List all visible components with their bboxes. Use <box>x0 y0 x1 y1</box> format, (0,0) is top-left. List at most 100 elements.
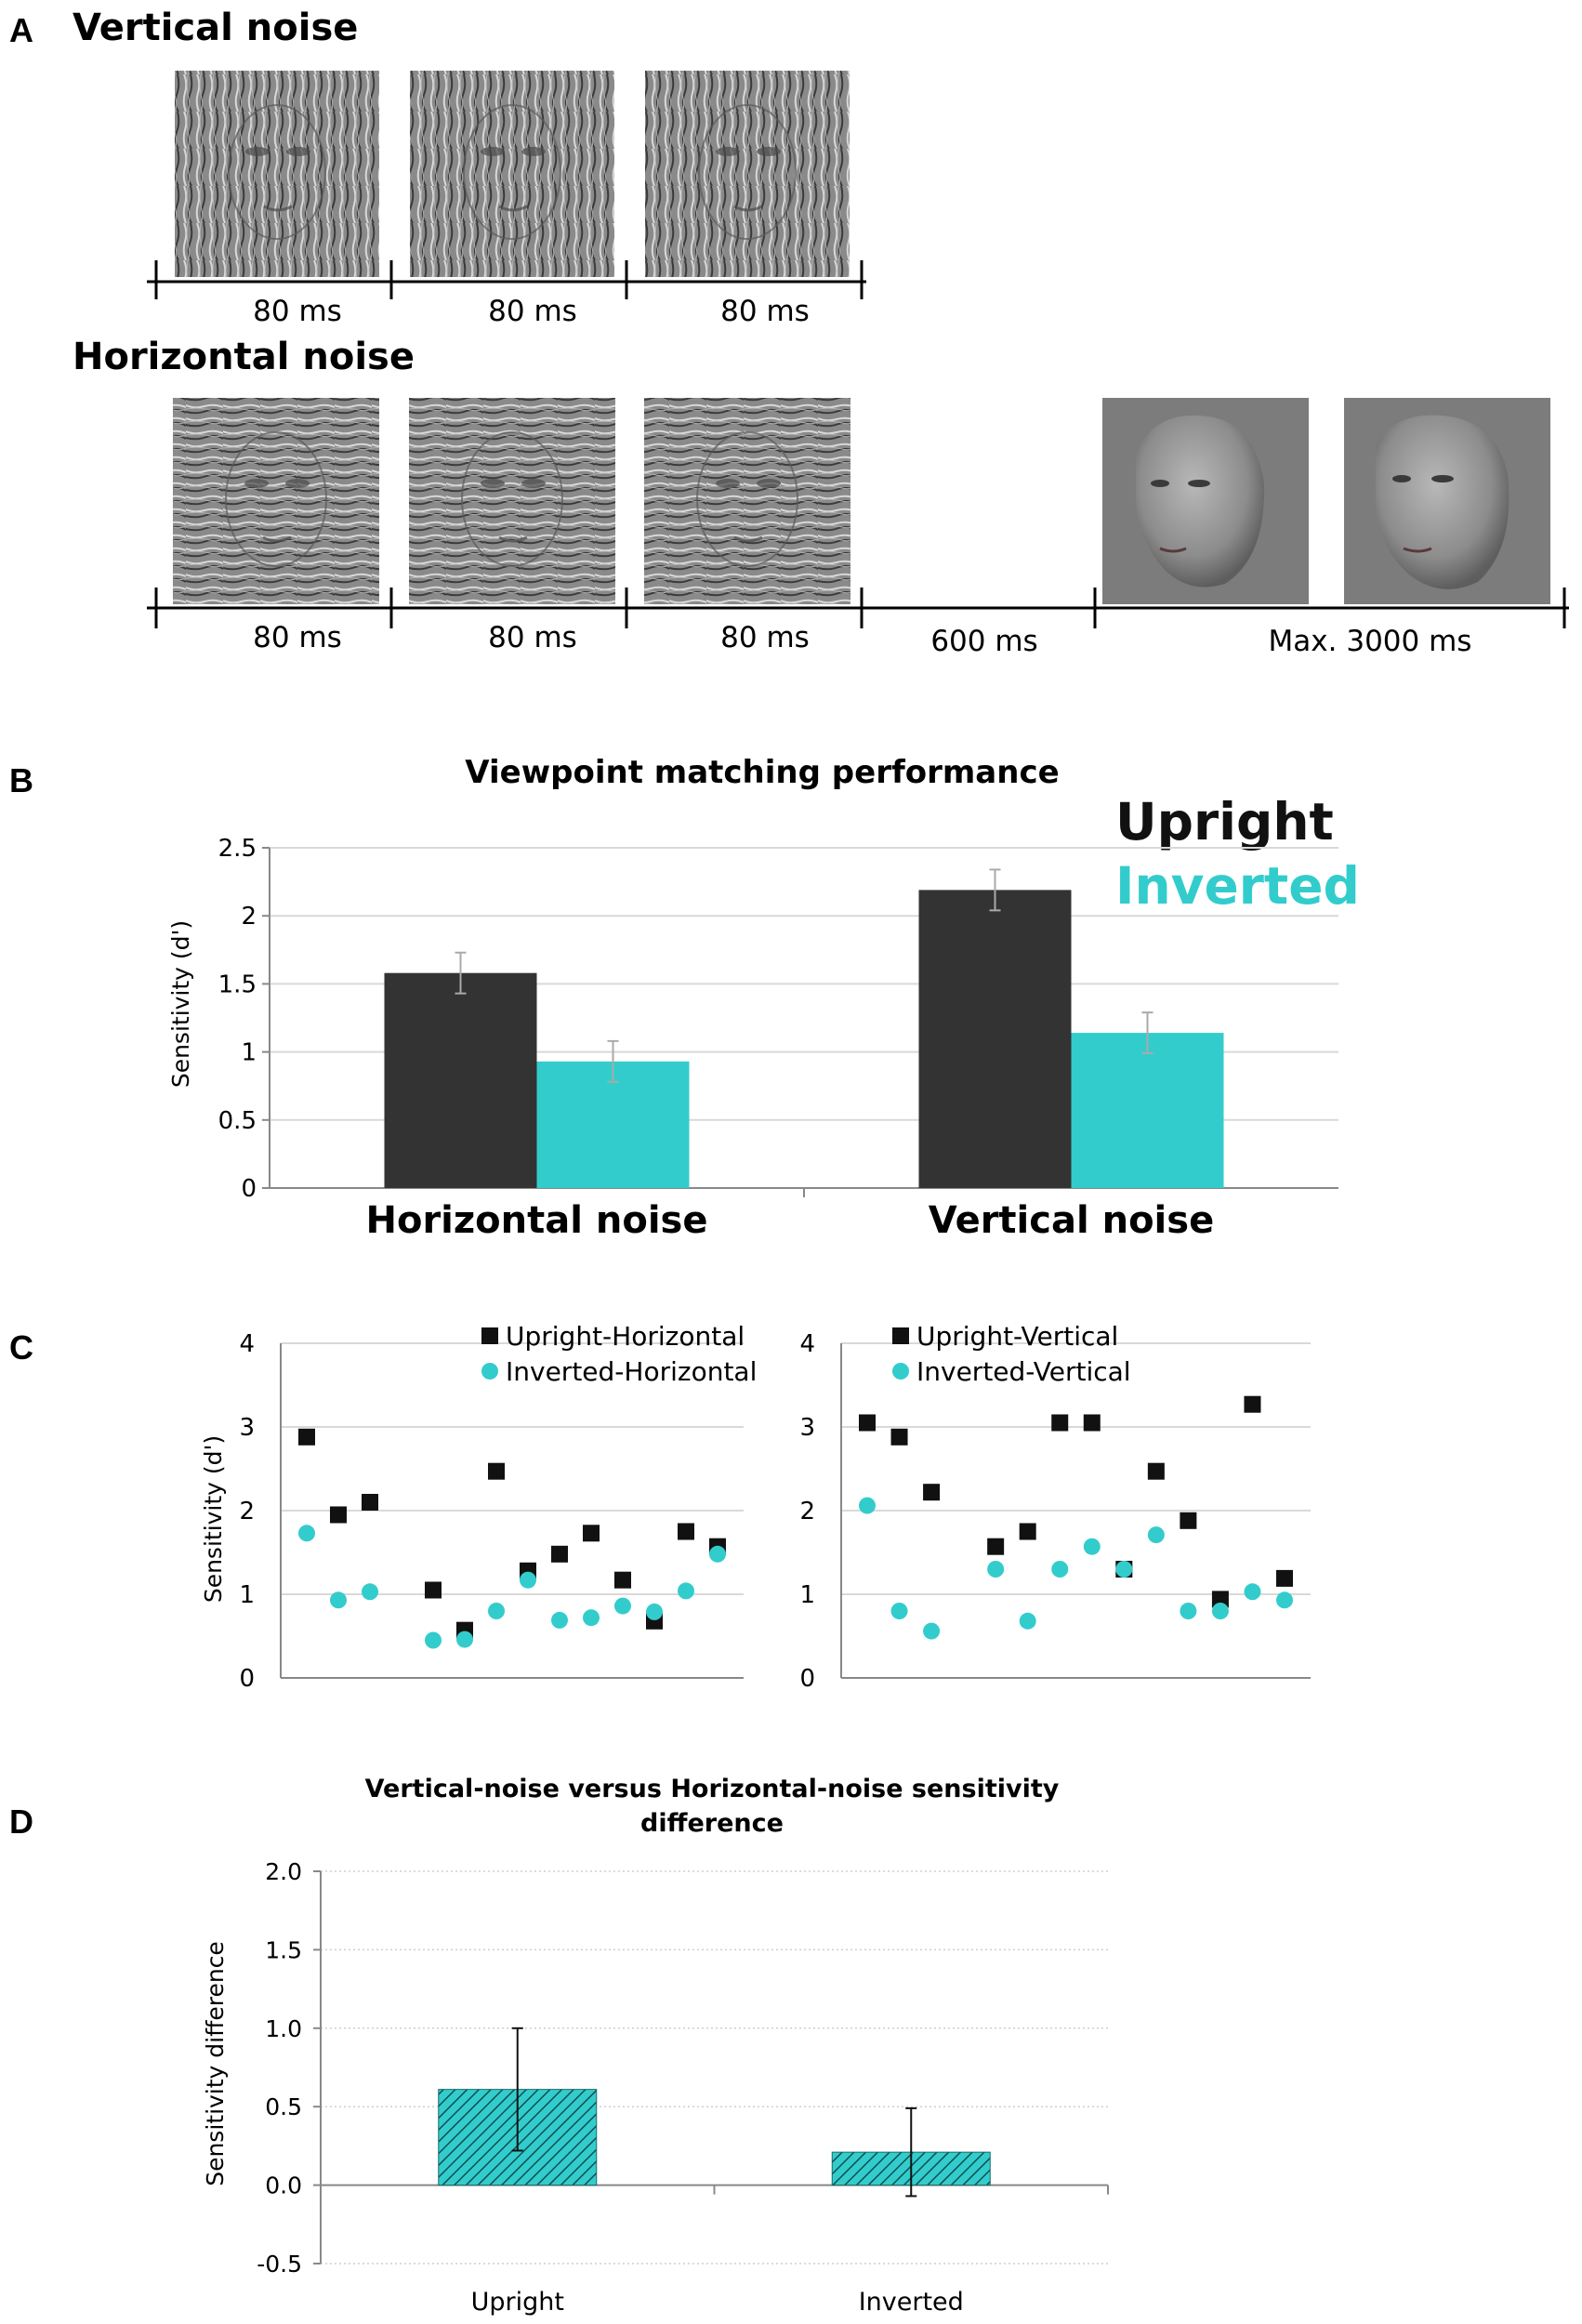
point-upright-horizontal <box>551 1545 568 1563</box>
panel-label-d: D <box>9 1802 33 1841</box>
chart-d-title-line-1: Vertical-noise versus Horizontal-noise s… <box>365 1775 1060 1803</box>
y-tick-label: 4 <box>799 1330 815 1358</box>
y-tick-label: 0 <box>799 1665 815 1693</box>
point-upright-vertical <box>1211 1591 1229 1608</box>
point-upright-horizontal <box>614 1571 631 1589</box>
chart-b-legend-inverted: Inverted <box>1115 856 1360 916</box>
point-inverted-horizontal <box>456 1631 473 1648</box>
chart-d-title-line-2: difference <box>640 1809 784 1838</box>
vertical-timeline <box>147 260 866 299</box>
point-inverted-horizontal <box>678 1582 694 1600</box>
chart-c-left-legend-upright: Upright-Horizontal <box>506 1321 745 1352</box>
y-tick-label: 2 <box>799 1498 815 1525</box>
point-upright-vertical <box>1019 1523 1036 1540</box>
chart-c-right-legend-upright: Upright-Vertical <box>916 1321 1118 1352</box>
point-inverted-vertical <box>1211 1603 1229 1619</box>
panel-label-c: C <box>9 1328 33 1367</box>
chart-c-right-legend-inverted: Inverted-Vertical <box>916 1356 1131 1387</box>
point-inverted-vertical <box>987 1561 1005 1578</box>
point-inverted-vertical <box>1244 1583 1261 1601</box>
horizontal-time-3: 80 ms <box>720 621 810 654</box>
y-tick-label: 3 <box>239 1414 255 1442</box>
legend-square-marker <box>892 1327 909 1344</box>
point-upright-horizontal <box>330 1506 347 1524</box>
y-tick-label: 3 <box>799 1414 815 1442</box>
panel-label-a: A <box>9 11 33 49</box>
chart-c-left-legend-inverted: Inverted-Horizontal <box>506 1356 757 1387</box>
point-upright-vertical <box>890 1428 908 1446</box>
bar-upright <box>384 972 537 1188</box>
y-tick-label: 2 <box>241 903 257 931</box>
point-upright-vertical <box>859 1414 876 1432</box>
chart-d: -0.5 0.0 0.5 1.0 1.5 2.0 Upright Inverted <box>257 1858 1109 2317</box>
point-inverted-horizontal <box>362 1583 378 1601</box>
point-inverted-vertical <box>1115 1561 1133 1578</box>
point-upright-horizontal <box>425 1581 442 1599</box>
category-label: Upright <box>471 2288 564 2317</box>
point-upright-horizontal <box>583 1525 600 1542</box>
point-upright-horizontal <box>362 1494 378 1511</box>
chart-c-left: 0 1 2 3 4 <box>239 1330 744 1693</box>
point-inverted-vertical <box>1019 1612 1036 1630</box>
point-upright-horizontal <box>298 1428 315 1446</box>
point-upright-vertical <box>1276 1569 1293 1587</box>
horizontal-time-response: Max. 3000 ms <box>1269 625 1472 658</box>
horizontal-noise-title: Horizontal noise <box>73 336 415 378</box>
vertical-noise-title: Vertical noise <box>73 7 358 49</box>
y-tick-label: -0.5 <box>257 2251 302 2278</box>
legend-circle-marker <box>481 1363 498 1380</box>
horizontal-noise-face-image <box>409 398 615 604</box>
point-upright-horizontal <box>488 1462 505 1480</box>
y-tick-label: 0.5 <box>265 2093 302 2120</box>
point-inverted-vertical <box>923 1622 941 1640</box>
y-tick-label: 0 <box>239 1665 255 1693</box>
point-inverted-vertical <box>859 1497 876 1514</box>
chart-b-legend-upright: Upright <box>1115 792 1334 852</box>
point-inverted-horizontal <box>425 1631 442 1649</box>
y-tick-label: 1.5 <box>265 1936 302 1963</box>
rotated-face-photo <box>1102 398 1309 604</box>
vertical-noise-face-image <box>645 71 850 277</box>
horizontal-noise-face-image <box>644 398 850 604</box>
horizontal-time-1: 80 ms <box>253 621 342 654</box>
point-upright-horizontal <box>678 1523 694 1540</box>
vertical-noise-face-image <box>175 71 379 277</box>
point-inverted-vertical <box>1051 1561 1069 1578</box>
legend-square-marker <box>481 1327 498 1344</box>
category-label: Vertical noise <box>929 1199 1214 1242</box>
y-tick-label: 2.5 <box>218 835 257 863</box>
horizontal-time-isi: 600 ms <box>930 625 1037 658</box>
point-inverted-horizontal <box>551 1611 568 1629</box>
y-tick-label: 0.0 <box>265 2172 302 2199</box>
point-upright-vertical <box>1244 1395 1261 1413</box>
point-inverted-horizontal <box>583 1609 600 1627</box>
y-tick-label: 1.0 <box>265 2015 302 2042</box>
y-tick-label: 4 <box>239 1330 255 1358</box>
point-upright-vertical <box>923 1484 941 1501</box>
vertical-time-1: 80 ms <box>253 295 342 328</box>
point-inverted-vertical <box>1180 1603 1197 1619</box>
point-inverted-vertical <box>1276 1591 1293 1609</box>
y-tick-label: 0.5 <box>218 1107 257 1135</box>
chart-d-ylabel: Sensitivity difference <box>202 1941 229 2186</box>
chart-b: 0 0.5 1 1.5 2 2.5 Horizontal noise Vertical noi… <box>218 835 1338 1242</box>
point-upright-vertical <box>1083 1414 1101 1432</box>
y-tick-label: 1 <box>239 1581 255 1609</box>
point-inverted-horizontal <box>520 1571 536 1589</box>
horizontal-time-2: 80 ms <box>488 621 577 654</box>
category-label: Inverted <box>859 2288 964 2317</box>
point-inverted-horizontal <box>646 1603 663 1620</box>
horizontal-noise-face-image <box>173 398 379 604</box>
point-inverted-vertical <box>890 1603 908 1619</box>
point-inverted-vertical <box>1147 1526 1165 1544</box>
point-inverted-horizontal <box>330 1591 347 1609</box>
legend-circle-marker <box>892 1363 909 1380</box>
point-inverted-horizontal <box>614 1597 631 1615</box>
point-upright-vertical <box>1051 1414 1069 1432</box>
point-upright-vertical <box>1180 1512 1197 1529</box>
y-tick-label: 0 <box>241 1175 257 1203</box>
point-inverted-horizontal <box>298 1525 315 1542</box>
y-tick-label: 1 <box>799 1581 815 1609</box>
point-inverted-vertical <box>1083 1538 1101 1555</box>
